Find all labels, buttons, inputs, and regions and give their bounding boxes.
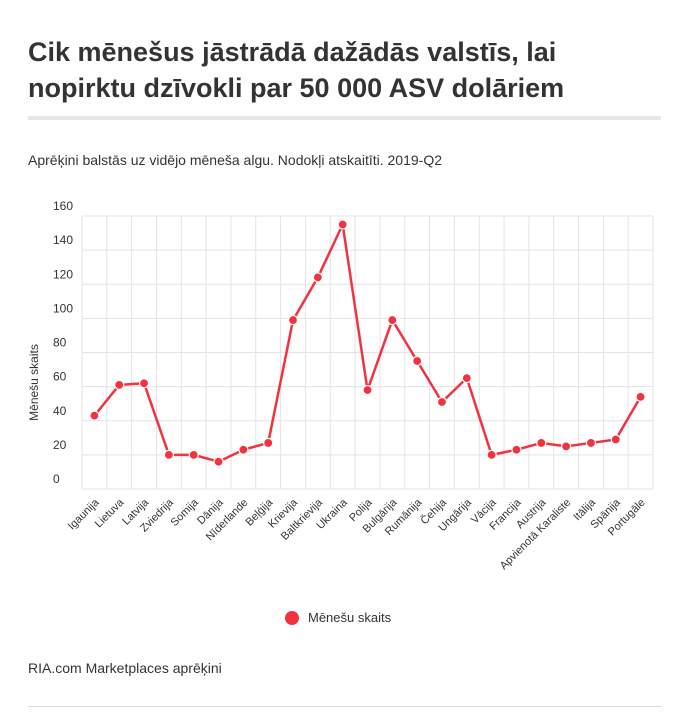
- data-point[interactable]: [387, 314, 398, 326]
- footer-divider: [28, 706, 661, 707]
- y-tick-label: 60: [53, 370, 67, 384]
- data-point[interactable]: [561, 441, 572, 452]
- y-tick-label: 100: [53, 301, 73, 315]
- y-axis-label: Mēnešu skaits: [27, 344, 41, 421]
- y-tick-label: 160: [53, 199, 73, 213]
- data-point[interactable]: [412, 355, 423, 367]
- data-point[interactable]: [511, 444, 522, 455]
- data-point[interactable]: [213, 456, 224, 467]
- x-tick-label: Somija: [169, 496, 202, 529]
- x-tick-label: Lietuva: [93, 496, 127, 530]
- legend-label: Mēnešu skaits: [308, 610, 392, 625]
- title-divider: [28, 116, 661, 120]
- y-tick-label: 80: [53, 336, 67, 350]
- y-axis-ticks: 0 20 40 60 80 100 120 140 160: [53, 199, 73, 486]
- data-point[interactable]: [337, 219, 348, 230]
- data-point[interactable]: [114, 379, 125, 391]
- legend-marker: [285, 610, 299, 625]
- x-axis-ticks: IgaunijaLietuvaLatvijaZviedrijaSomijaDān…: [66, 495, 648, 572]
- source-note: RIA.com Marketplaces aprēķini: [28, 660, 222, 676]
- data-point[interactable]: [312, 272, 323, 283]
- data-point[interactable]: [461, 372, 472, 384]
- y-tick-label: 120: [53, 267, 73, 281]
- y-tick-label: 40: [53, 404, 67, 418]
- y-tick-label: 0: [53, 472, 60, 486]
- data-point[interactable]: [287, 314, 299, 326]
- data-point[interactable]: [238, 444, 249, 455]
- data-point[interactable]: [89, 410, 100, 421]
- data-point[interactable]: [610, 434, 621, 445]
- chart-title: Cik mēnešus jāstrādā dažādās valstīs, la…: [28, 37, 565, 103]
- data-point[interactable]: [536, 437, 547, 449]
- chart-subtitle: Aprēķini balstās uz vidējo mēneša algu. …: [28, 152, 442, 168]
- data-point[interactable]: [362, 384, 373, 396]
- data-point[interactable]: [263, 437, 274, 449]
- data-point[interactable]: [635, 391, 646, 402]
- data-point[interactable]: [163, 449, 174, 460]
- data-point[interactable]: [486, 449, 497, 460]
- series-line: [93, 223, 642, 463]
- data-point[interactable]: [138, 378, 150, 389]
- legend[interactable]: Mēnešu skaits: [285, 610, 391, 625]
- data-point[interactable]: [188, 449, 199, 460]
- line-chart: 0 20 40 60 80 100 120 140 160 Mēnešu skaits Igau…: [27, 199, 654, 572]
- series: [89, 219, 646, 467]
- y-tick-label: 140: [53, 233, 73, 247]
- data-point[interactable]: [436, 396, 448, 408]
- y-tick-label: 20: [53, 438, 67, 452]
- data-point[interactable]: [585, 437, 597, 449]
